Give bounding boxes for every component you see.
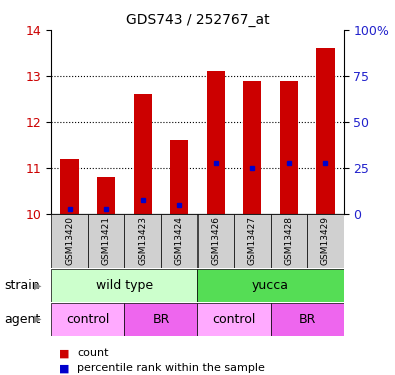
- Bar: [307, 214, 344, 268]
- Text: BR: BR: [152, 313, 169, 326]
- Bar: [198, 214, 234, 268]
- Text: ■: ■: [59, 348, 70, 358]
- Text: GSM13427: GSM13427: [248, 216, 257, 266]
- Bar: [207, 71, 225, 214]
- Text: control: control: [66, 313, 109, 326]
- Bar: [60, 159, 79, 214]
- Text: ▶: ▶: [34, 314, 41, 324]
- Bar: [271, 214, 307, 268]
- Bar: [161, 214, 198, 268]
- Bar: [51, 303, 124, 336]
- Text: GSM13426: GSM13426: [211, 216, 220, 266]
- Text: GSM13423: GSM13423: [138, 216, 147, 266]
- Bar: [234, 214, 271, 268]
- Text: agent: agent: [4, 313, 40, 326]
- Text: ▶: ▶: [34, 280, 41, 290]
- Text: BR: BR: [299, 313, 316, 326]
- Text: GDS743 / 252767_at: GDS743 / 252767_at: [126, 13, 269, 27]
- Bar: [124, 214, 161, 268]
- Bar: [243, 81, 261, 214]
- Text: ■: ■: [59, 363, 70, 373]
- Bar: [198, 269, 344, 302]
- Bar: [280, 81, 298, 214]
- Text: strain: strain: [4, 279, 40, 292]
- Text: GSM13421: GSM13421: [102, 216, 111, 266]
- Text: GSM13428: GSM13428: [284, 216, 293, 266]
- Text: yucca: yucca: [252, 279, 289, 292]
- Bar: [51, 269, 198, 302]
- Text: control: control: [213, 313, 256, 326]
- Text: percentile rank within the sample: percentile rank within the sample: [77, 363, 265, 373]
- Text: GSM13429: GSM13429: [321, 216, 330, 266]
- Text: count: count: [77, 348, 109, 358]
- Bar: [198, 303, 271, 336]
- Bar: [170, 140, 188, 214]
- Bar: [51, 214, 88, 268]
- Bar: [88, 214, 124, 268]
- Text: GSM13420: GSM13420: [65, 216, 74, 266]
- Text: GSM13424: GSM13424: [175, 216, 184, 266]
- Bar: [97, 177, 115, 214]
- Bar: [134, 94, 152, 214]
- Text: wild type: wild type: [96, 279, 153, 292]
- Bar: [316, 48, 335, 214]
- Bar: [124, 303, 198, 336]
- Bar: [271, 303, 344, 336]
